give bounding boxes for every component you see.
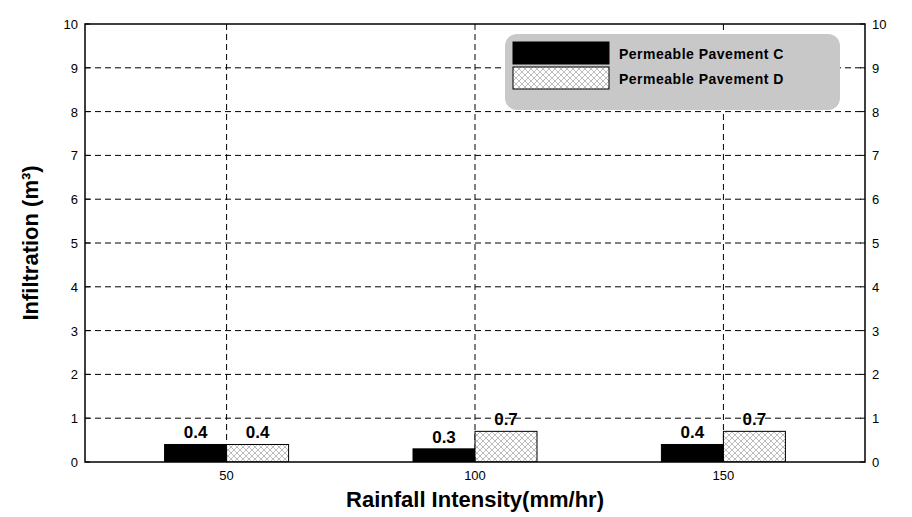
y-tick-label: 3 (71, 324, 78, 339)
y2-tick (860, 199, 865, 200)
x-tick (226, 457, 227, 462)
grid-line-y (85, 111, 865, 112)
y2-tick-label: 3 (872, 324, 879, 339)
data-label: 0.4 (246, 423, 270, 442)
bar (413, 449, 475, 462)
plot-frame (85, 24, 865, 462)
y2-tick (860, 243, 865, 244)
data-labels: 0.4 0.3 0.4 0.4 0.7 0.7 (184, 410, 766, 447)
data-label: 0.4 (184, 423, 208, 442)
y-tick (85, 286, 90, 287)
y2-tick (860, 67, 865, 68)
legend-swatch (513, 67, 609, 89)
legend: Permeable Pavement C Permeable Pavement D (505, 34, 840, 110)
grid-line-y (85, 330, 865, 331)
data-label: 0.4 (681, 423, 705, 442)
bar (723, 431, 785, 462)
y2-tick (860, 24, 865, 25)
y-tick-label: 10 (64, 17, 78, 32)
y2-tick-label: 2 (872, 367, 879, 382)
y2-tick-label: 4 (872, 280, 879, 295)
grid-line-x (475, 24, 476, 462)
x-tick (723, 457, 724, 462)
y2-tick (860, 286, 865, 287)
y-tick-label: 9 (71, 61, 78, 76)
data-label: 0.7 (743, 410, 767, 429)
y-axis-title: Infiltration (m³) (18, 165, 43, 320)
x-tick-label: 50 (219, 468, 233, 483)
y2-tick-label: 8 (872, 105, 879, 120)
y-axis: 0 1 2 3 4 5 6 7 8 9 10 (64, 17, 90, 470)
y-tick-label: 0 (71, 455, 78, 470)
y-tick (85, 462, 90, 463)
y-tick-label: 4 (71, 280, 78, 295)
y2-tick (860, 111, 865, 112)
y2-tick-label: 1 (872, 411, 879, 426)
bar (165, 444, 227, 462)
x-axis-title: Rainfall Intensity(mm/hr) (346, 487, 604, 512)
y-tick (85, 155, 90, 156)
y2-tick (860, 155, 865, 156)
y2-tick-label: 7 (872, 148, 879, 163)
y2-tick (860, 418, 865, 419)
grid-line-x (226, 24, 227, 462)
y-tick (85, 243, 90, 244)
x-tick-label: 150 (713, 468, 735, 483)
y2-tick (860, 330, 865, 331)
y-tick-label: 6 (71, 192, 78, 207)
y-tick-label: 8 (71, 105, 78, 120)
y-tick-label: 1 (71, 411, 78, 426)
legend-label: Permeable Pavement C (619, 46, 784, 62)
y-tick (85, 330, 90, 331)
y-tick-label: 7 (71, 148, 78, 163)
legend-box (505, 34, 840, 110)
chart-container: 0.40.30.40.40.70.70123456789100123456789… (0, 0, 912, 517)
bar (661, 444, 723, 462)
y2-tick-label: 9 (872, 61, 879, 76)
x-tick-label: 100 (464, 468, 486, 483)
y-tick (85, 374, 90, 375)
y-tick (85, 24, 90, 25)
legend-label: Permeable Pavement D (619, 71, 784, 87)
chart-svg: 0.40.30.40.40.70.70123456789100123456789… (0, 0, 912, 517)
data-label: 0.3 (432, 428, 456, 447)
y-tick (85, 418, 90, 419)
x-axis: 50 100 150 (219, 457, 734, 483)
data-label: 0.7 (494, 410, 518, 429)
bar (227, 444, 289, 462)
y-tick (85, 111, 90, 112)
bar (475, 431, 537, 462)
legend-swatch (513, 42, 609, 64)
y-tick (85, 67, 90, 68)
grid-line-y (85, 243, 865, 244)
y2-tick-label: 5 (872, 236, 879, 251)
y2-axis: 0 1 2 3 4 5 6 7 8 9 10 (860, 17, 886, 470)
grid (85, 24, 865, 462)
x-tick (475, 457, 476, 462)
y2-tick (860, 374, 865, 375)
y-tick-label: 5 (71, 236, 78, 251)
y2-tick-label: 0 (872, 455, 879, 470)
y-tick-label: 2 (71, 367, 78, 382)
y2-tick-label: 6 (872, 192, 879, 207)
y2-tick (860, 462, 865, 463)
y2-tick-label: 10 (872, 17, 886, 32)
y-tick (85, 199, 90, 200)
